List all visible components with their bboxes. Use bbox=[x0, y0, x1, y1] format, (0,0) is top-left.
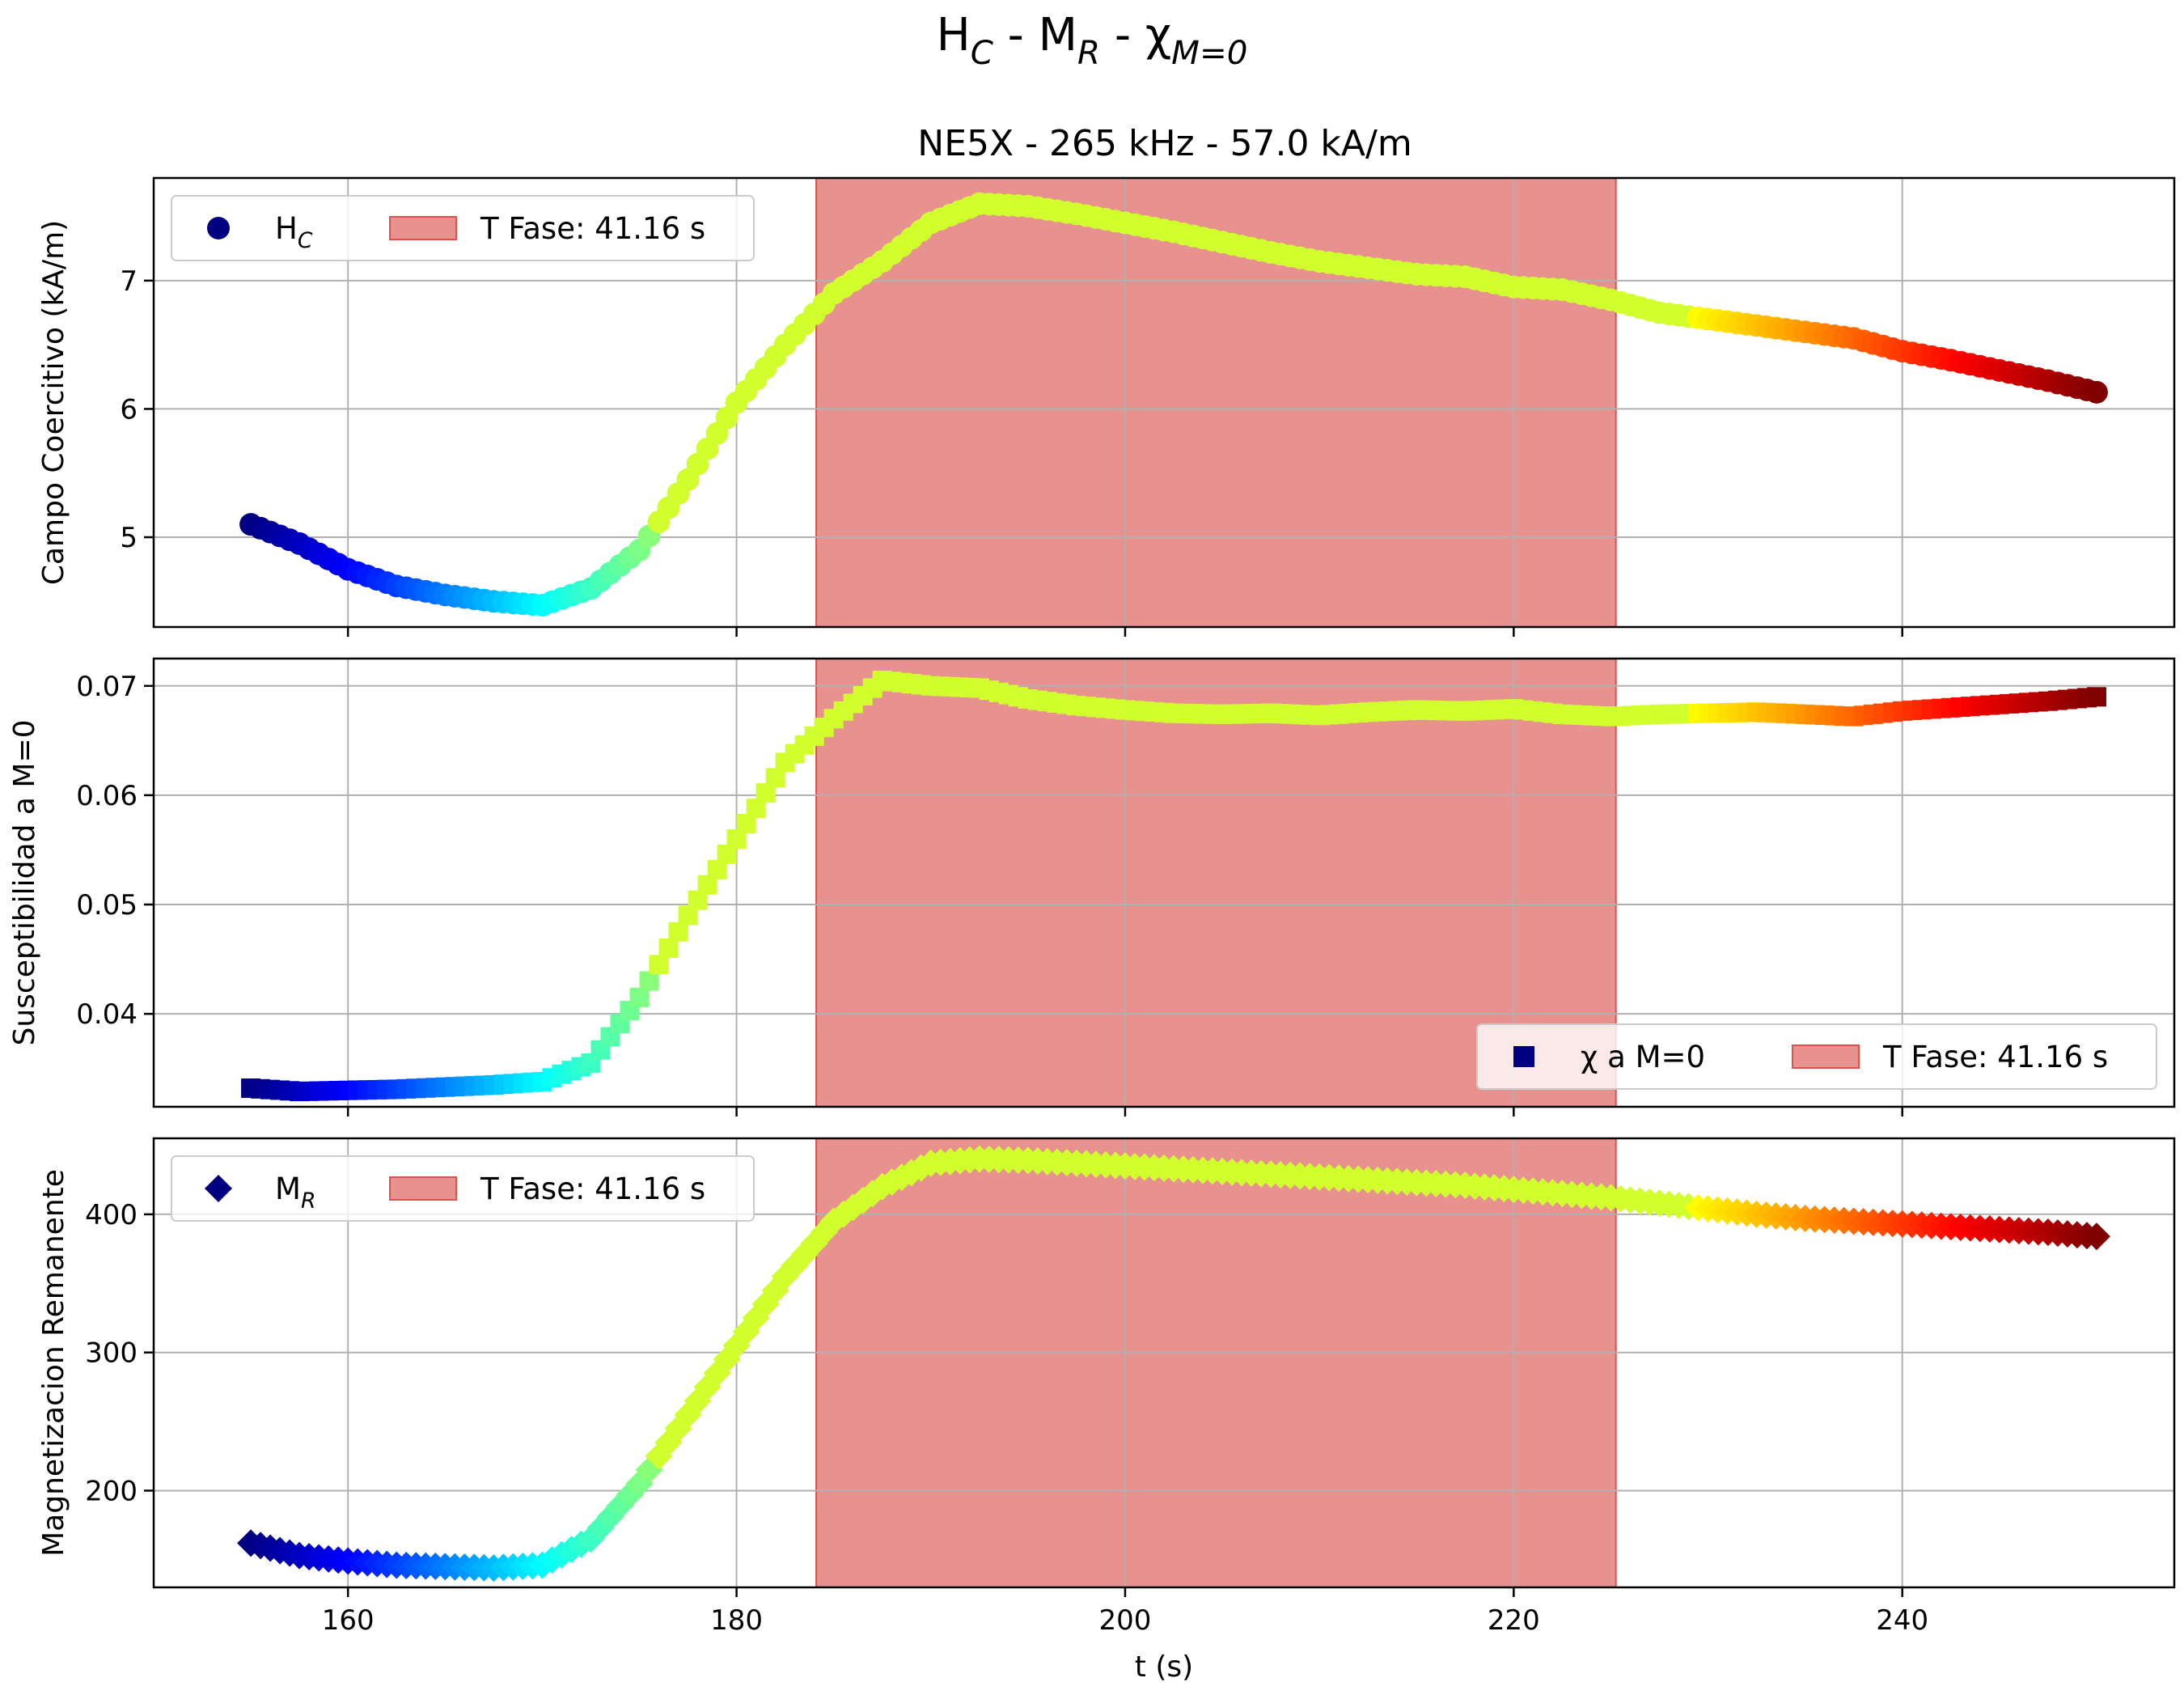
y-axis-label: Magnetizacion Remanente bbox=[37, 1169, 70, 1557]
data-point bbox=[668, 922, 688, 942]
legend-region-label: T Fase: 41.16 s bbox=[480, 211, 705, 246]
y-tick-label: 7 bbox=[120, 265, 138, 298]
legend-box bbox=[171, 1155, 755, 1222]
legend-series-label: MR bbox=[275, 1172, 315, 1214]
top-panel-title: NE5X - 265 kHz - 57.0 kA/m bbox=[917, 123, 1412, 164]
y-axis-label: Campo Coercitivo (kA/m) bbox=[37, 220, 70, 585]
data-point bbox=[629, 987, 650, 1007]
figure-suptitle: HC - MR - χM=0 bbox=[937, 9, 1248, 72]
data-point bbox=[2082, 1222, 2110, 1251]
y-tick-label: 0.05 bbox=[76, 889, 138, 922]
legend-region-swatch bbox=[389, 216, 457, 240]
x-tick-label: 200 bbox=[1099, 1604, 1152, 1637]
legend-region-swatch bbox=[1792, 1044, 1860, 1069]
x-tick-label: 220 bbox=[1488, 1604, 1540, 1637]
legend: χ a M=0 T Fase: 41.16 s bbox=[1476, 1023, 2157, 1090]
legend-series-label: HC bbox=[275, 211, 313, 253]
y-tick-label: 400 bbox=[85, 1199, 138, 1231]
legend-marker bbox=[1513, 1046, 1534, 1067]
x-tick-label: 160 bbox=[322, 1604, 375, 1637]
data-point bbox=[658, 938, 679, 959]
panel-coercive-field: 5 6 7 Campo Coercitivo (kA/m) HC T Fase: 41.1… bbox=[37, 176, 2176, 637]
y-tick-label: 6 bbox=[120, 393, 138, 426]
axes-frame bbox=[152, 176, 2176, 629]
y-tick-label: 0.07 bbox=[76, 671, 138, 703]
legend-marker bbox=[207, 217, 230, 239]
legend-region-swatch bbox=[389, 1176, 457, 1201]
x-axis-label: t (s) bbox=[1135, 1650, 1193, 1684]
axes-frame bbox=[152, 657, 2176, 1108]
legend: MR T Fase: 41.16 s bbox=[171, 1155, 755, 1222]
phase-shaded-region bbox=[815, 1138, 1617, 1588]
legend-series-label: χ a M=0 bbox=[1581, 1040, 1705, 1074]
y-tick-label: 300 bbox=[85, 1337, 138, 1370]
x-tick-label: 240 bbox=[1876, 1604, 1928, 1637]
legend-marker bbox=[205, 1175, 232, 1202]
data-point bbox=[639, 971, 659, 991]
panel-susceptibility: 0.04 0.05 0.06 0.07 Susceptibilidad a M=0 χ a… bbox=[8, 657, 2176, 1116]
y-tick-label: 0.06 bbox=[76, 780, 138, 812]
y-axis-label: Susceptibilidad a M=0 bbox=[8, 719, 41, 1045]
legend: HC T Fase: 41.16 s bbox=[171, 195, 755, 261]
phase-shaded-region bbox=[815, 177, 1617, 628]
x-tick-label: 180 bbox=[710, 1604, 763, 1637]
y-tick-label: 5 bbox=[120, 522, 138, 554]
data-point bbox=[649, 955, 669, 975]
data-point bbox=[2085, 380, 2108, 404]
axes-frame bbox=[152, 1137, 2176, 1589]
panel-remanent-magnetization: 160 180 200 220 240 200 300 400 Magnetizacion Re… bbox=[37, 1137, 2176, 1684]
y-tick-label: 200 bbox=[85, 1475, 138, 1507]
data-point bbox=[2086, 687, 2106, 707]
legend-box bbox=[171, 195, 755, 261]
y-tick-label: 0.04 bbox=[76, 998, 138, 1031]
legend-region-label: T Fase: 41.16 s bbox=[1882, 1040, 2108, 1074]
legend-region-label: T Fase: 41.16 s bbox=[480, 1172, 705, 1206]
